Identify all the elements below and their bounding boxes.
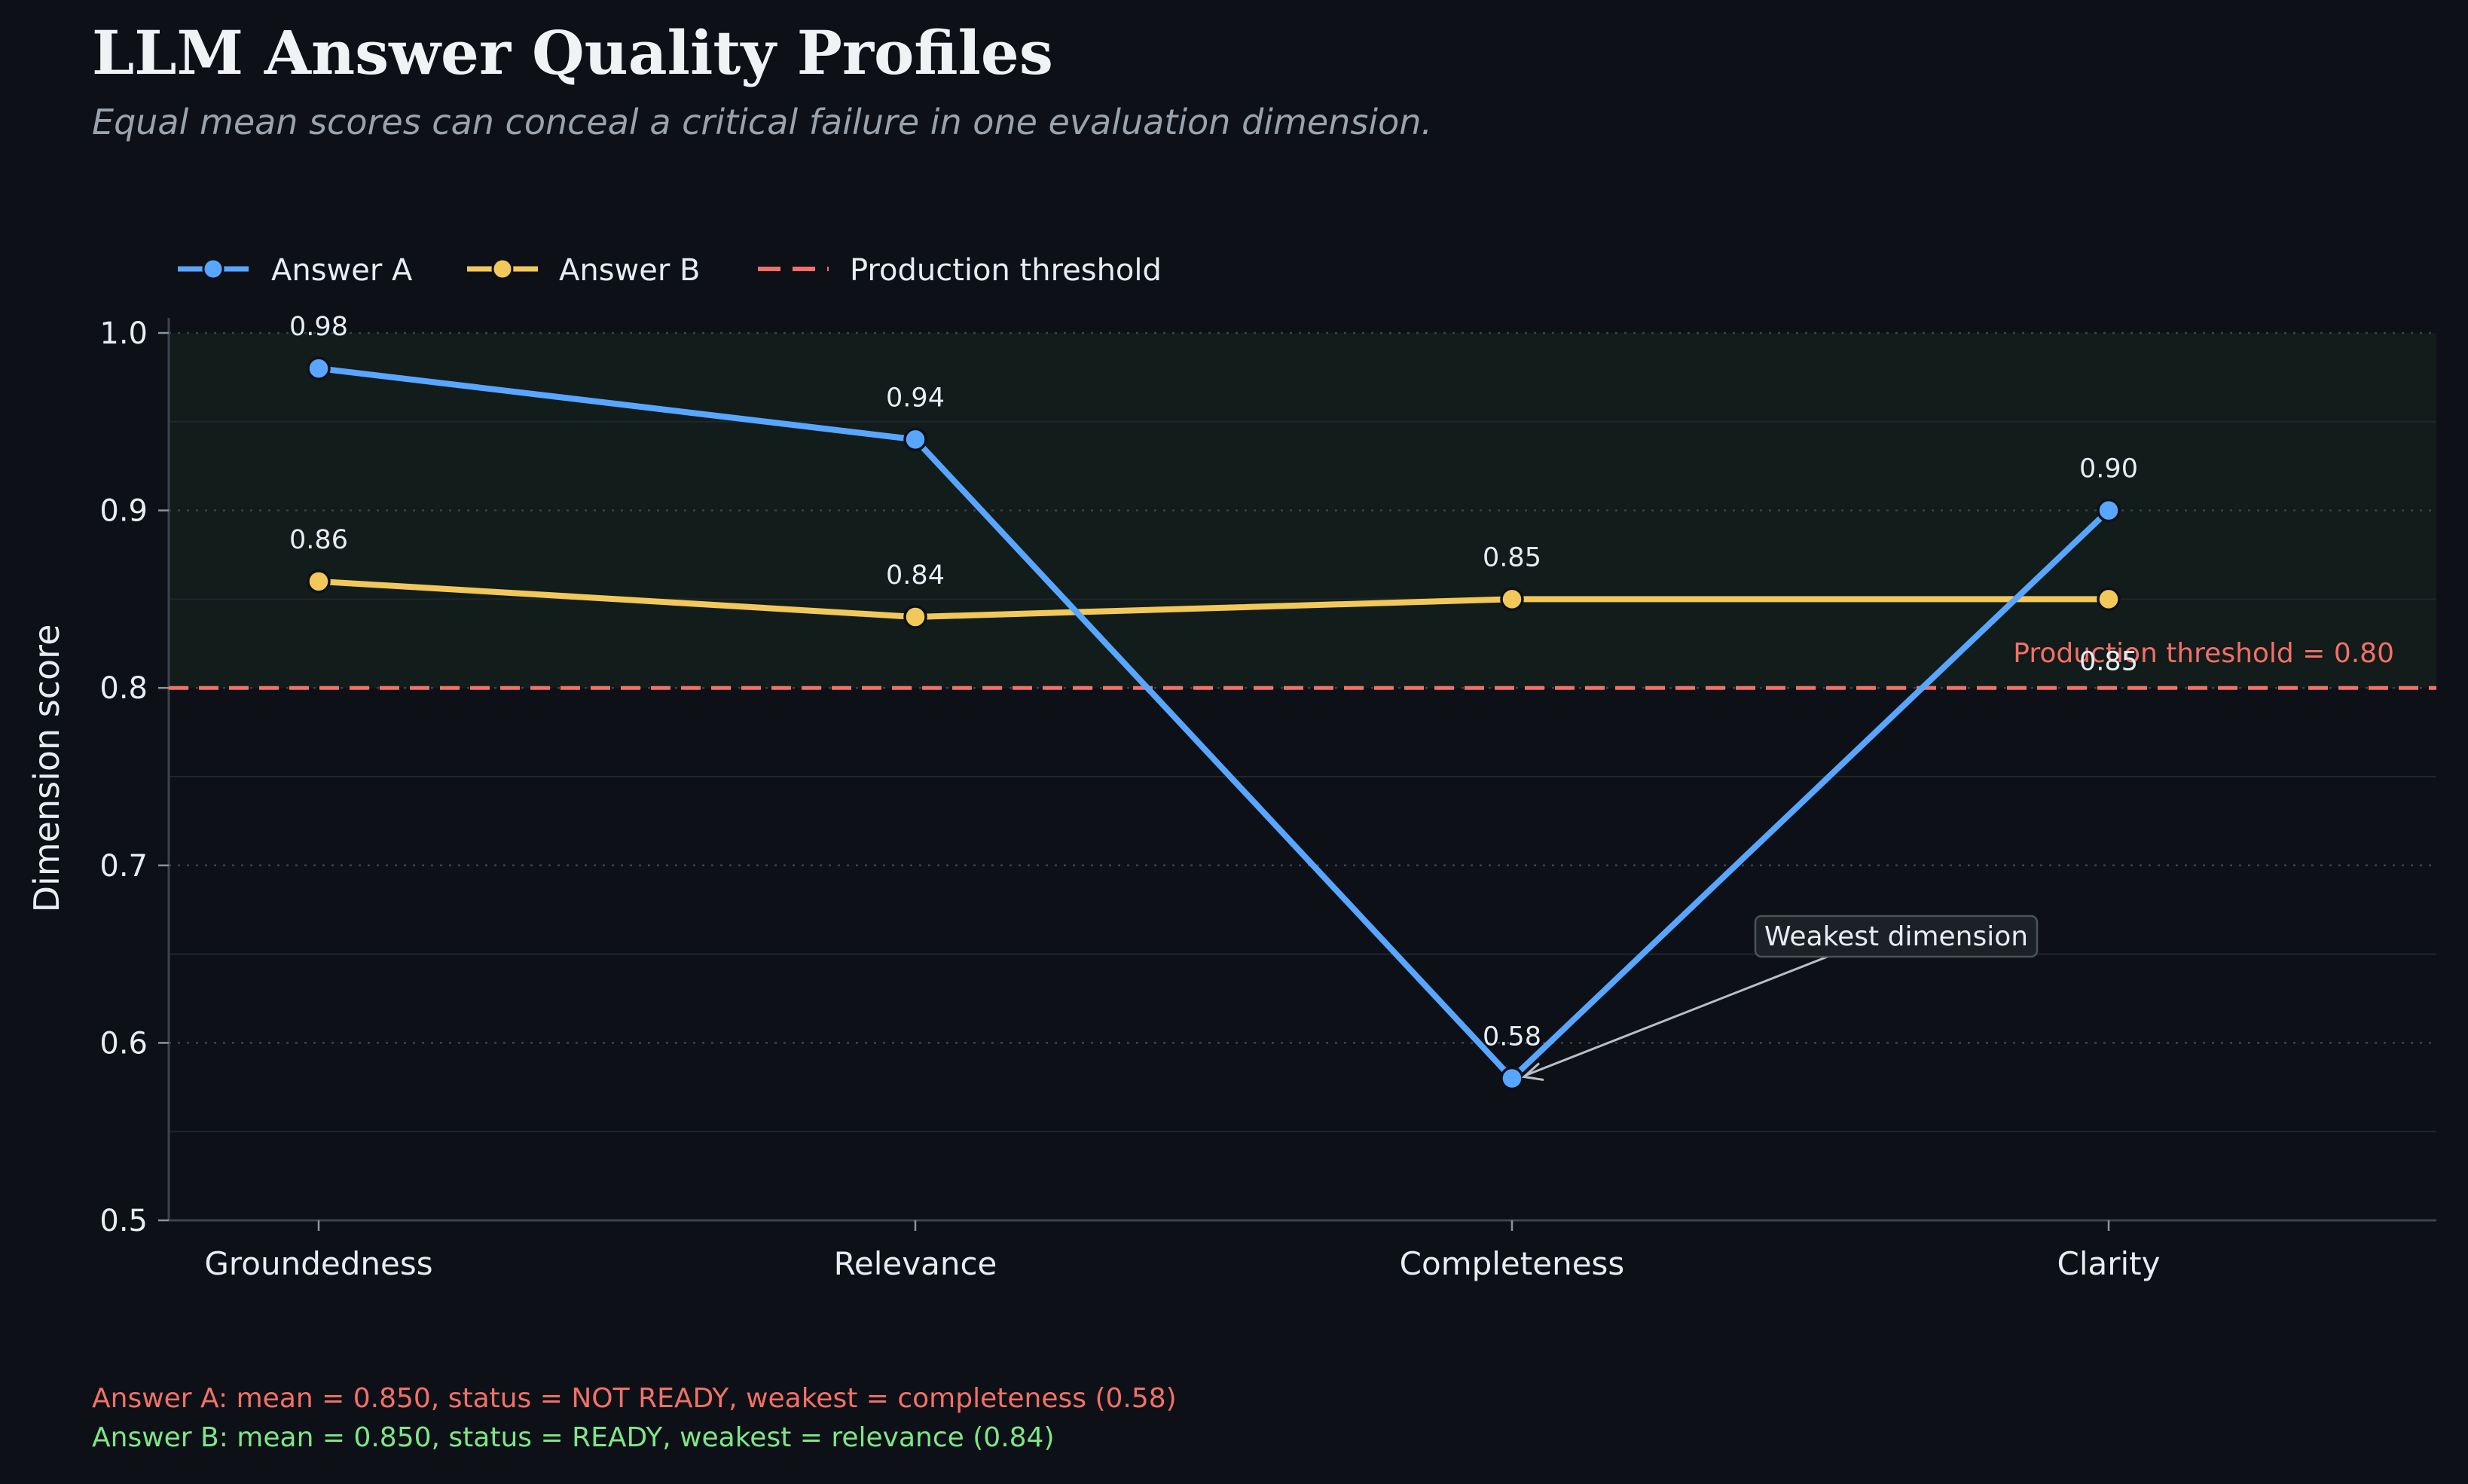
x-tick-label-completeness: Completeness [1400, 1245, 1625, 1282]
x-tick-label-relevance: Relevance [834, 1245, 997, 1282]
data-label-answer-a-completeness: 0.58 [1483, 1022, 1541, 1052]
y-tick-label: 0.8 [99, 671, 148, 706]
annotation-text: Weakest dimension [1764, 921, 2028, 952]
threshold-label: Production threshold = 0.80 [2013, 638, 2394, 669]
data-label-answer-b-relevance: 0.84 [886, 560, 945, 591]
data-point-answer-a-completeness [1500, 1066, 1524, 1091]
footer-status-answer-b: Answer B: mean = 0.850, status = READY, … [92, 1422, 1055, 1453]
chart-legend: Answer A Answer B Production threshold [178, 253, 1162, 288]
data-label-answer-b-groundedness: 0.86 [289, 525, 348, 555]
legend-label-answer-b: Answer B [559, 253, 700, 288]
annotation-arrow [1525, 952, 1836, 1076]
data-point-answer-b-groundedness [307, 569, 331, 594]
chart-title: LLM Answer Quality Profiles [92, 17, 1053, 88]
footer-status-answer-a: Answer A: mean = 0.850, status = NOT REA… [92, 1383, 1177, 1414]
y-tick-label: 0.5 [99, 1204, 148, 1238]
legend-label-answer-a: Answer A [271, 253, 413, 288]
data-point-answer-a-groundedness [307, 356, 331, 380]
threshold-layer: Production threshold = 0.80 [169, 638, 2436, 690]
data-point-answer-b-relevance [903, 605, 927, 629]
annotation-box [1754, 915, 2039, 958]
data-label-answer-b-completeness: 0.85 [1483, 542, 1541, 573]
legend-label-threshold: Production threshold [850, 253, 1162, 288]
series-line-answer-b [316, 578, 2112, 620]
chart-subtitle: Equal mean scores can conceal a critical… [92, 102, 1432, 142]
data-label-layer: 0.98 0.94 0.58 0.90 0.86 0.84 0.85 0.85 [289, 312, 2138, 1052]
annotation-arrowhead [1521, 1062, 1544, 1082]
y-axis-title: Dimension score [26, 624, 67, 913]
data-point-answer-b-clarity [2097, 587, 2121, 612]
data-point-answer-b-completeness [1500, 587, 1524, 612]
legend-item-answer-a: Answer A [178, 253, 413, 288]
axes: 0.5 0.6 0.7 0.8 0.9 1.0 Groundedness Relevance C… [99, 316, 2436, 1282]
data-label-answer-b-clarity: 0.85 [2079, 646, 2138, 676]
x-tick-label-groundedness: Groundedness [204, 1245, 432, 1282]
series-layer [307, 356, 2121, 1091]
grid-layer [169, 331, 2436, 1133]
data-label-answer-a-clarity: 0.90 [2079, 454, 2138, 484]
legend-item-threshold: Production threshold [758, 253, 1162, 288]
series-line-answer-a [316, 365, 2112, 1082]
data-label-answer-a-relevance: 0.94 [886, 383, 945, 413]
y-tick-label: 0.6 [99, 1026, 148, 1061]
y-tick-label: 0.9 [99, 494, 148, 529]
y-tick-label: 1.0 [99, 316, 148, 351]
annotation-layer: Weakest dimension [1521, 915, 2039, 1082]
legend-item-answer-b: Answer B [467, 253, 700, 288]
x-tick-label-clarity: Clarity [2057, 1245, 2161, 1282]
data-point-answer-a-relevance [903, 427, 927, 452]
data-label-answer-a-groundedness: 0.98 [289, 312, 348, 342]
y-tick-label: 0.7 [99, 849, 148, 884]
data-point-answer-a-clarity [2097, 498, 2121, 523]
